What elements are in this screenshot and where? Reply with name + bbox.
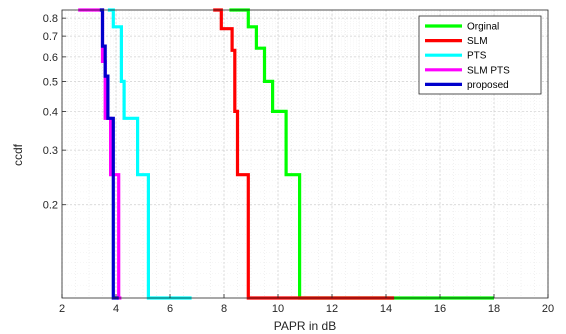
y-tick-label: 0.7 [43,31,58,43]
legend-label: SLM [467,36,488,47]
y-tick-label: 0.5 [43,76,58,88]
x-tick-label: 18 [488,303,500,315]
x-tick-label: 14 [380,303,392,315]
x-tick-label: 2 [59,303,65,315]
legend-label: proposed [467,80,509,91]
y-axis-ticks: 0.8 0.7 0.6 0.5 0.4 0.3 0.2 [43,13,66,212]
x-tick-label: 16 [434,303,446,315]
legend: Orginal SLM PTS SLM PTS proposed [418,15,542,95]
x-axis-ticks: 2 4 6 8 10 12 14 16 18 20 [59,294,554,315]
legend-label: PTS [467,51,487,62]
x-tick-label: 10 [272,303,284,315]
x-tick-label: 4 [113,303,119,315]
x-axis-label: PAPR in dB [274,319,336,333]
series-line [229,8,494,300]
x-tick-label: 20 [542,303,554,315]
plot-frame [61,9,549,299]
y-tick-label: 0.6 [43,52,58,64]
x-tick-label: 12 [326,303,338,315]
y-tick-label: 0.8 [43,13,58,25]
series-line [107,8,192,300]
y-axis-label: ccdf [11,143,25,166]
y-tick-label: 0.3 [43,145,58,157]
legend-label: Orginal [467,22,499,33]
x-tick-label: 6 [167,303,173,315]
series-line [99,8,119,300]
legend-label: SLM PTS [467,65,510,76]
x-tick-label: 8 [221,303,227,315]
series-layer [78,8,494,300]
y-tick-label: 0.2 [43,200,58,212]
series-line [213,8,395,300]
y-tick-label: 0.4 [43,106,58,118]
